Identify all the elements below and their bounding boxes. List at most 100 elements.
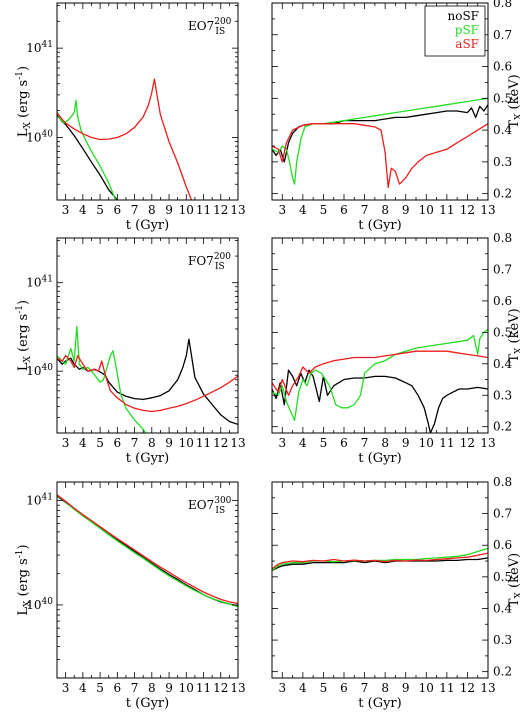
legend-entry-nosf: noSF (448, 9, 480, 23)
x-tick-label: 6 (340, 203, 348, 217)
x-tick-label: 7 (361, 681, 369, 695)
plot-frame (271, 237, 489, 434)
y-tick-label: 1041 (26, 492, 53, 507)
x-tick-label: 13 (480, 203, 495, 217)
series-line-nosf (57, 114, 118, 200)
y-tick-label: 1040 (26, 597, 53, 612)
y-axis-title: LX (erg s-1) (15, 544, 33, 615)
x-tick-label: 4 (299, 203, 307, 217)
legend-box (424, 5, 486, 57)
series-line-psf (57, 325, 147, 433)
x-tick-label: 10 (419, 203, 434, 217)
x-axis-title: t (Gyr) (126, 696, 169, 711)
panel-2: 3 4 5 6 7 8 9 10 11 12 13 t (Gyr) 0.2 0.3 0.4 0.5 0.6 0.7… (271, 0, 520, 233)
plot-frame (56, 237, 239, 434)
x-tick-label: 3 (62, 681, 70, 695)
y-tick-label: 0.3 (493, 633, 512, 647)
y-tick-label: 0.5 (493, 91, 512, 105)
x-tick-label: 8 (148, 681, 156, 695)
y-axis-title: TX (keV) (507, 74, 520, 128)
panel-5: 3 4 5 6 7 8 9 10 11 12 13 t (Gyr) 1040 1041 LX (erg s-… (15, 481, 246, 711)
x-tick-label: 12 (213, 436, 228, 450)
x-tick-label: 3 (278, 436, 286, 450)
x-tick-label: 8 (381, 203, 389, 217)
y-axis-title: TX (keV) (507, 308, 520, 362)
x-tick-label: 4 (299, 681, 307, 695)
x-tick-label: 3 (62, 203, 70, 217)
plot-frame (271, 481, 489, 679)
x-tick-label: 13 (230, 681, 245, 695)
x-tick-label: 7 (361, 203, 369, 217)
y-axis-title: LX (erg s-1) (15, 300, 33, 371)
y-tick-label: 1040 (26, 130, 53, 145)
x-tick-label: 11 (439, 681, 454, 695)
series-line-nosf (272, 104, 488, 163)
y-tick-label: 0.6 (493, 538, 512, 552)
x-tick-label: 3 (278, 203, 286, 217)
panel-4: 3 4 5 6 7 8 9 10 11 12 13 t (Gyr) 0.2 0.3 0.4 0.5 0.6 0.7… (271, 231, 520, 466)
y-tick-label: 0.3 (493, 388, 512, 402)
x-tick-label: 13 (480, 436, 495, 450)
y-tick-label: 0.2 (493, 665, 512, 679)
x-tick-label: 10 (179, 681, 194, 695)
series-line-nosf (57, 495, 238, 607)
y-tick-label: 0.5 (493, 325, 512, 339)
plot-frame (56, 2, 239, 201)
x-axis-title: t (Gyr) (358, 451, 401, 466)
y-tick-label: 0.8 (493, 231, 512, 245)
plot-frame (271, 2, 489, 201)
x-tick-label: 13 (230, 203, 245, 217)
series-line-asf (272, 123, 488, 188)
y-tick-label: 0.5 (493, 570, 512, 584)
series-line-nosf (57, 338, 238, 426)
x-tick-label: 4 (299, 436, 307, 450)
x-tick-label: 12 (213, 203, 228, 217)
y-tick-label: 0.7 (493, 507, 512, 521)
x-tick-label: 6 (114, 681, 122, 695)
y-tick-label: 0.7 (493, 262, 512, 276)
x-tick-label: 8 (381, 436, 389, 450)
legend-entry-asf: aSF (455, 37, 479, 51)
series-line-psf (272, 328, 488, 422)
x-tick-label: 6 (340, 436, 348, 450)
x-tick-label: 5 (96, 436, 104, 450)
y-tick-label: 0.7 (493, 28, 512, 42)
x-tick-label: 6 (114, 436, 122, 450)
series-line-psf (272, 547, 488, 572)
x-tick-label: 9 (165, 203, 173, 217)
panel-label: FO7200 IS (188, 252, 231, 272)
panel-1: 3 4 5 6 7 8 9 10 11 12 13 t (Gyr) 1040 1041 LX (erg s-… (15, 2, 246, 233)
x-tick-label: 11 (196, 436, 211, 450)
x-tick-label: 7 (131, 436, 139, 450)
x-tick-label: 11 (439, 203, 454, 217)
x-tick-label: 5 (320, 436, 328, 450)
x-tick-label: 9 (402, 681, 410, 695)
x-tick-label: 8 (148, 436, 156, 450)
y-tick-label: 0.6 (493, 294, 512, 308)
x-tick-label: 9 (165, 436, 173, 450)
x-tick-label: 12 (460, 436, 475, 450)
plot-frame (56, 481, 239, 679)
x-tick-label: 12 (213, 681, 228, 695)
y-tick-label: 1040 (26, 363, 53, 378)
x-tick-label: 6 (340, 681, 348, 695)
y-tick-label: 0.6 (493, 60, 512, 74)
series-line-asf (57, 78, 193, 200)
x-tick-label: 3 (278, 681, 286, 695)
x-axis-title: t (Gyr) (358, 218, 401, 233)
series-line-asf (57, 494, 238, 605)
panel-label: EO7300 IS (188, 496, 232, 516)
x-tick-label: 12 (460, 681, 475, 695)
x-tick-label: 3 (62, 436, 70, 450)
series-line-asf (272, 552, 488, 570)
panel-3: 3 4 5 6 7 8 9 10 11 12 13 t (Gyr) 1040 1041 LX (erg s-… (15, 237, 246, 466)
y-tick-label: 1041 (26, 40, 53, 55)
x-axis-title: t (Gyr) (126, 218, 169, 233)
x-tick-label: 5 (320, 203, 328, 217)
panel-label: EO7200 IS (188, 17, 232, 37)
x-tick-label: 11 (439, 436, 454, 450)
x-tick-label: 10 (419, 436, 434, 450)
x-tick-label: 10 (179, 203, 194, 217)
